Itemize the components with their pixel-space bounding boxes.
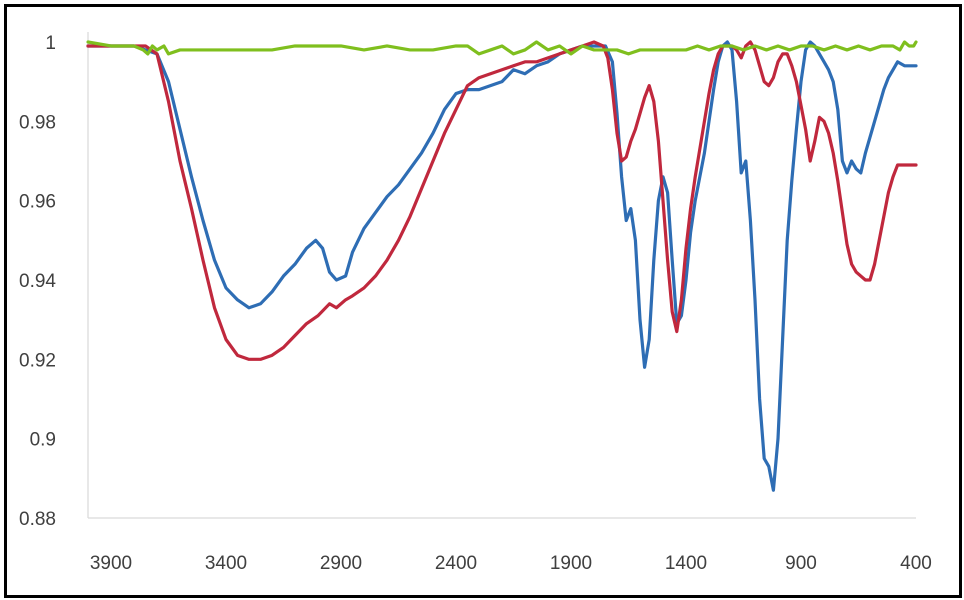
y-tick-label: 1 xyxy=(45,33,56,54)
series-line-2 xyxy=(86,40,918,361)
y-tick-label: 0.9 xyxy=(30,430,56,451)
series-line-1 xyxy=(86,40,918,492)
series-layer xyxy=(86,40,918,492)
x-tick-label: 400 xyxy=(900,553,932,574)
y-tick-label: 0.96 xyxy=(19,192,56,213)
chart-frame xyxy=(4,4,962,598)
y-tick-label: 0.94 xyxy=(19,271,56,292)
series-line-3 xyxy=(86,40,918,56)
x-tick-label: 2900 xyxy=(320,553,362,574)
x-tick-label: 1900 xyxy=(550,553,592,574)
x-tick-label: 3900 xyxy=(90,553,132,574)
y-tick-label: 0.88 xyxy=(19,509,56,530)
x-tick-labels: 3900 3400 2900 2400 1900 1400 900 400 xyxy=(90,553,932,574)
x-tick-label: 3400 xyxy=(205,553,247,574)
y-tick-label: 0.92 xyxy=(19,350,56,371)
x-tick-label: 900 xyxy=(785,553,817,574)
x-tick-label: 2400 xyxy=(435,553,477,574)
x-tick-label: 1400 xyxy=(665,553,707,574)
axes-group xyxy=(87,32,916,519)
y-tick-labels: 1 0.98 0.96 0.94 0.92 0.9 0.88 xyxy=(19,33,56,530)
y-tick-label: 0.98 xyxy=(19,112,56,133)
